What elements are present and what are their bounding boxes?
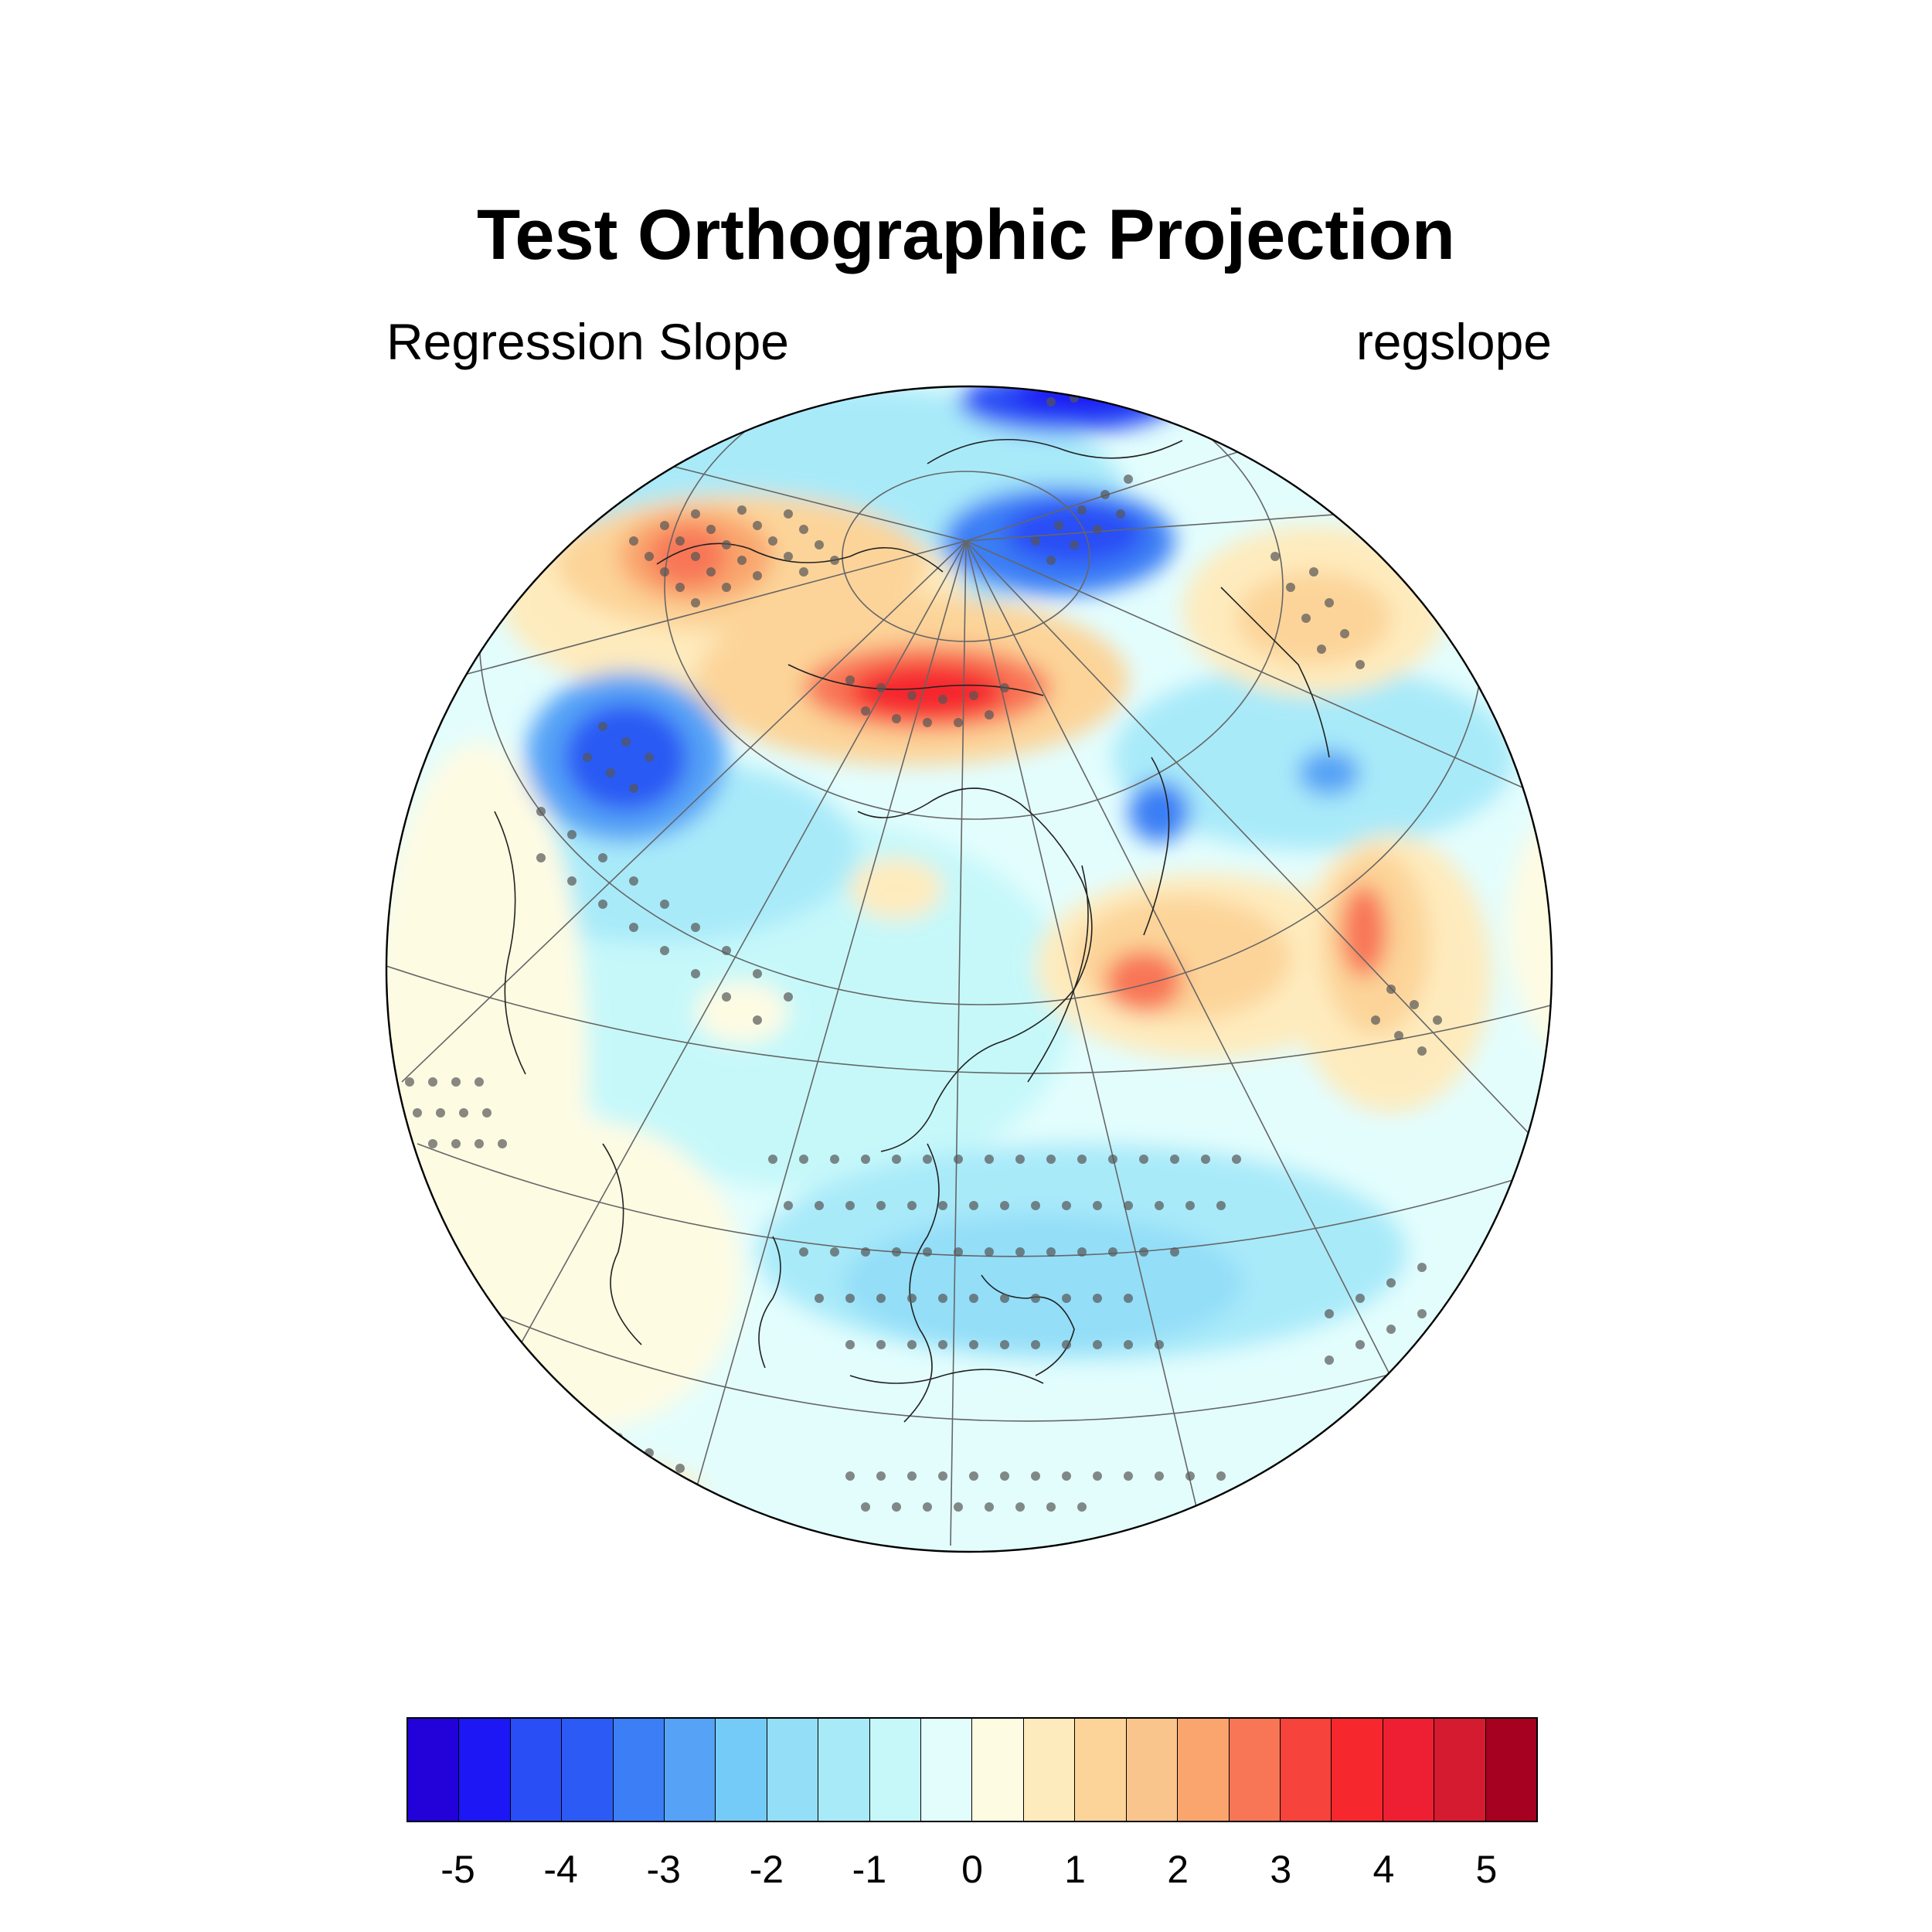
colorbar-tick-label: 2 — [1167, 1848, 1189, 1891]
colorbar-box — [613, 1719, 665, 1821]
colorbar-tick-label: 3 — [1270, 1848, 1292, 1891]
colorbar-box — [921, 1719, 973, 1821]
colorbar-tick-label: -3 — [646, 1848, 681, 1891]
colorbar-box — [510, 1719, 563, 1821]
significance-stippling — [405, 386, 1442, 1512]
colorbar-box — [408, 1719, 460, 1821]
colorbar-box — [1178, 1719, 1230, 1821]
colorbar-tick-label: -4 — [543, 1848, 578, 1891]
colorbar-tick-label: -2 — [749, 1848, 784, 1891]
colorbar-box — [1023, 1719, 1076, 1821]
colorbar-box — [1485, 1719, 1536, 1821]
colorbar-tick-label: -1 — [852, 1848, 887, 1891]
right-subtitle: regslope — [1355, 313, 1552, 370]
map-title: Test Orthographic Projection — [477, 196, 1455, 274]
colorbar-box — [716, 1719, 767, 1821]
field-layer — [386, 386, 1552, 1552]
colorbar-box — [665, 1719, 716, 1821]
colorbar-tick-label: 4 — [1372, 1848, 1395, 1891]
colorbar-tick-label: -5 — [440, 1848, 475, 1891]
colorbar-box — [972, 1719, 1024, 1821]
colorbar-box — [1332, 1719, 1383, 1821]
colorbar-tick-label: 0 — [961, 1848, 983, 1891]
globe-boundary — [385, 385, 1553, 1553]
colorbar-box — [869, 1719, 922, 1821]
graticule-lines — [386, 386, 1552, 1546]
colorbar-box — [767, 1719, 819, 1821]
colorbar-box — [1280, 1719, 1332, 1821]
colorbar-tick-label: 5 — [1475, 1848, 1498, 1891]
colorbar-box — [1126, 1719, 1179, 1821]
colorbar-box — [459, 1719, 511, 1821]
colorbar — [406, 1717, 1538, 1822]
colorbar-tick-labels: -5 -4 -3 -2 -1 0 1 2 3 4 5 — [0, 1847, 1932, 1893]
colorbar-box — [818, 1719, 870, 1821]
colorbar-box — [1229, 1719, 1281, 1821]
colorbar-box — [562, 1719, 614, 1821]
colorbar-box — [1383, 1719, 1435, 1821]
colorbar-tick-label: 1 — [1064, 1848, 1086, 1891]
coastlines — [494, 438, 1330, 1423]
left-subtitle: Regression Slope — [386, 313, 789, 370]
colorbar-box — [1075, 1719, 1127, 1821]
colorbar-box — [1434, 1719, 1486, 1821]
